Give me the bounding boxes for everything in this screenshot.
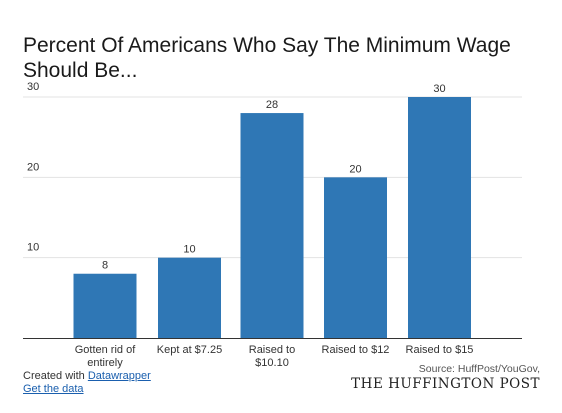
bar-value-label: 30 <box>433 83 445 95</box>
x-axis-labels: Gotten rid of entirely Kept at $7.25 Raised… <box>75 344 474 369</box>
category-label: Raised to $12 <box>322 344 390 356</box>
category-label-line: Gotten rid of <box>75 344 136 356</box>
get-the-data-link[interactable]: Get the data <box>23 383 84 395</box>
category-label-line: Raised to $12 <box>322 344 390 356</box>
category-label: Raised to $15 <box>406 344 474 356</box>
bar-value-label: 20 <box>349 163 361 175</box>
bars <box>73 97 471 338</box>
category-label: Raised to $10.10 <box>249 344 295 369</box>
chart-title: Percent Of Americans Who Say The Minimum… <box>23 34 511 82</box>
category-label-line: Kept at $7.25 <box>157 344 222 356</box>
category-label: Gotten rid of entirely <box>75 344 136 369</box>
bar-value-label: 28 <box>266 99 278 111</box>
bar-4 <box>408 97 471 338</box>
datawrapper-link[interactable]: Datawrapper <box>87 370 151 382</box>
y-tick-label: 10 <box>27 242 39 254</box>
bar-2 <box>240 113 304 338</box>
bar-1 <box>158 257 221 338</box>
category-label-line: Raised to $15 <box>406 344 474 356</box>
value-labels: 8 10 28 20 30 <box>102 83 446 272</box>
y-tick-label: 30 <box>27 81 39 93</box>
category-label-line: $10.10 <box>255 357 289 369</box>
y-tick-label: 20 <box>27 161 39 173</box>
source-text: Source: HuffPost/YouGov, <box>418 363 540 375</box>
category-label-line: Raised to <box>249 344 295 356</box>
created-with-text: Created with <box>23 370 85 382</box>
bar-0 <box>73 273 137 338</box>
huffington-post-logo: THE HUFFINGTON POST <box>351 376 540 392</box>
bar-3 <box>324 177 387 338</box>
category-label-line: entirely <box>87 357 123 369</box>
footer-credits: Created with Datawrapper Get the data <box>23 370 151 396</box>
bar-value-label: 10 <box>183 244 195 256</box>
category-label: Kept at $7.25 <box>157 344 222 356</box>
bar-value-label: 8 <box>102 260 108 272</box>
y-axis-ticks: 10 20 30 <box>27 81 39 254</box>
